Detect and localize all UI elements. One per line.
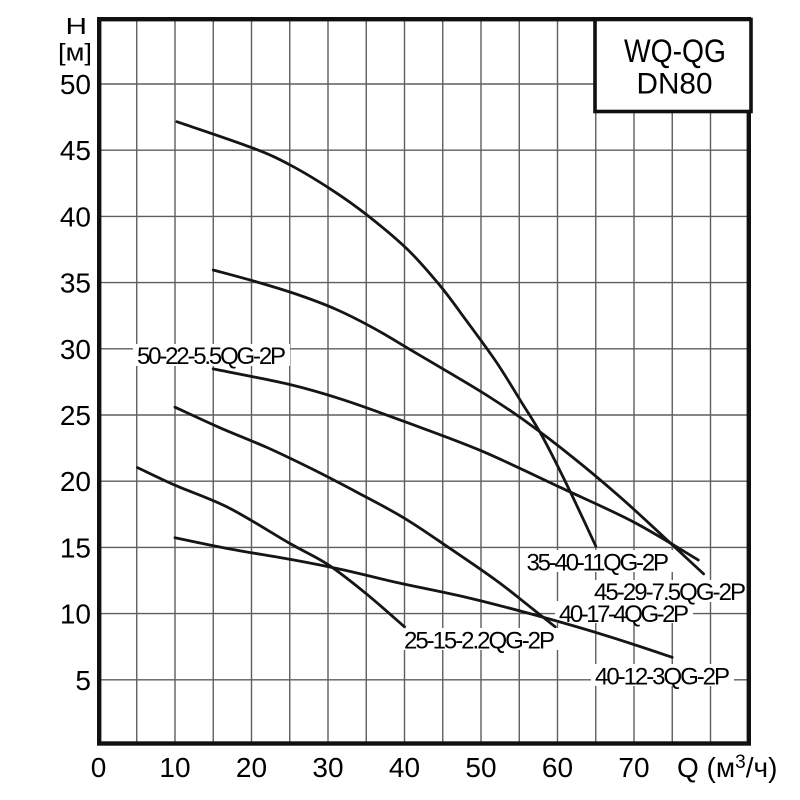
svg-text:45-29-7.5QG-2P: 45-29-7.5QG-2P bbox=[594, 579, 746, 606]
svg-text:15: 15 bbox=[60, 532, 91, 563]
svg-text:10: 10 bbox=[159, 752, 190, 783]
svg-text:50: 50 bbox=[465, 752, 496, 783]
svg-text:45: 45 bbox=[60, 135, 91, 166]
svg-text:40: 40 bbox=[60, 201, 91, 232]
svg-text:70: 70 bbox=[618, 752, 649, 783]
svg-text:40-17-4QG-2P: 40-17-4QG-2P bbox=[559, 601, 689, 628]
svg-text:10: 10 bbox=[60, 599, 91, 630]
svg-text:30: 30 bbox=[60, 334, 91, 365]
svg-text:50: 50 bbox=[60, 69, 91, 100]
svg-text:Q (м3/ч): Q (м3/ч) bbox=[677, 752, 777, 783]
svg-text:25-15-2.2QG-2P: 25-15-2.2QG-2P bbox=[404, 628, 555, 655]
svg-text:20: 20 bbox=[60, 466, 91, 497]
svg-text:60: 60 bbox=[542, 752, 573, 783]
svg-text:25: 25 bbox=[60, 400, 91, 431]
svg-text:H: H bbox=[66, 13, 88, 39]
svg-text:35-40-11QG-2P: 35-40-11QG-2P bbox=[527, 550, 670, 577]
svg-text:40-12-3QG-2P: 40-12-3QG-2P bbox=[595, 664, 730, 691]
svg-text:35: 35 bbox=[60, 268, 91, 299]
svg-text:20: 20 bbox=[236, 752, 267, 783]
svg-text:50-22-5.5QG-2P: 50-22-5.5QG-2P bbox=[137, 343, 286, 370]
svg-text:40: 40 bbox=[389, 752, 420, 783]
svg-text:5: 5 bbox=[75, 665, 91, 696]
svg-text:DN80: DN80 bbox=[637, 68, 713, 101]
svg-text:WQ-QG: WQ-QG bbox=[624, 33, 726, 69]
svg-text:[м]: [м] bbox=[58, 40, 92, 67]
svg-text:0: 0 bbox=[91, 752, 107, 783]
svg-text:30: 30 bbox=[312, 752, 343, 783]
